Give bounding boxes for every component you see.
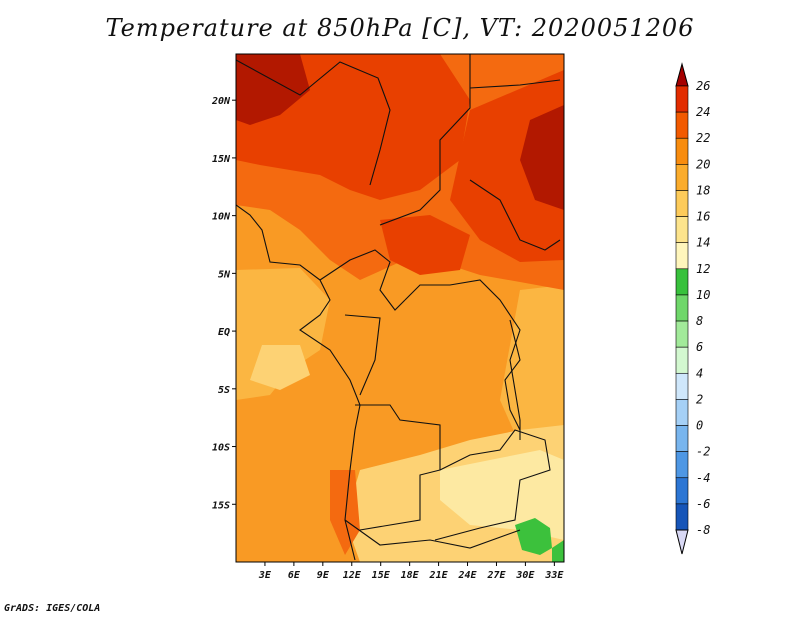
- lon-tick-label: 15E: [372, 570, 391, 581]
- colorbar-swatch: [675, 85, 689, 113]
- field-26c-northwest: [236, 54, 310, 125]
- lon-tick-label: 18E: [401, 570, 420, 581]
- border-central-1: [319, 249, 406, 311]
- lat-tick-label: 10S: [212, 443, 230, 454]
- colorbar-swatch: [675, 190, 689, 217]
- border-east-lakes: [504, 319, 521, 431]
- colorbar-swatch: [675, 242, 689, 270]
- lat-tick-label: 20N: [211, 96, 231, 107]
- colorbar-swatch: [675, 294, 689, 322]
- lat-tick-label: EQ: [218, 327, 230, 338]
- colorbar-swatch: [675, 111, 689, 139]
- latitude-ticks: 20N 15N 10N 5N EQ 5S 10S 15S: [211, 96, 236, 511]
- lon-tick-label: 33E: [544, 570, 564, 581]
- field-24c-central: [380, 215, 470, 275]
- colorbar-swatch: [675, 164, 689, 191]
- colorbar-label: 14: [696, 236, 710, 250]
- country-borders: [236, 54, 561, 561]
- border-east: [469, 179, 561, 251]
- colorbar-swatch: [675, 451, 689, 479]
- lon-tick-label: 24E: [457, 570, 477, 581]
- border-north-2: [379, 54, 471, 226]
- colorbar-swatch: [675, 320, 689, 348]
- field-green-patch-1: [515, 518, 552, 555]
- lon-tick-label: 30E: [515, 570, 535, 581]
- colorbar-bottom-arrow: [675, 529, 689, 555]
- field-14c-south: [440, 450, 564, 540]
- lat-tick-label: 10N: [212, 212, 231, 223]
- colorbar-swatch: [675, 346, 689, 374]
- lon-tick-label: 6E: [288, 570, 301, 581]
- colorbar-label: -4: [696, 471, 710, 485]
- longitude-ticks: 3E 6E 9E 12E 15E 18E 21E 24E 27E 30E 33E: [258, 562, 564, 581]
- grads-credit: GrADS: IGES/COLA: [4, 603, 101, 614]
- colorbar-swatch: [675, 137, 689, 165]
- colorbar-top-arrow: [675, 62, 689, 87]
- lat-tick-label: 15S: [212, 500, 230, 511]
- colorbar-label: 4: [696, 366, 703, 380]
- lon-tick-label: 21E: [429, 570, 449, 581]
- field-green-patch-2: [552, 540, 564, 562]
- lat-tick-label: 15N: [212, 154, 231, 165]
- colorbar-swatch: [675, 503, 689, 531]
- colorbar-label: 12: [696, 262, 710, 276]
- lon-tick-label: 3E: [258, 570, 272, 581]
- border-south: [344, 519, 521, 549]
- field-18c-east: [500, 285, 564, 450]
- lon-tick-label: 12E: [343, 570, 362, 581]
- colorbar-swatch: [675, 372, 689, 400]
- lon-tick-label: 27E: [486, 570, 506, 581]
- lat-tick-label: 5N: [218, 269, 231, 280]
- border-north-1: [236, 59, 391, 186]
- colorbar-label: 18: [696, 183, 710, 197]
- colorbar-swatch: [675, 399, 689, 426]
- colorbar-label: -2: [696, 445, 710, 459]
- map-frame: [235, 53, 565, 563]
- border-northeast: [469, 79, 561, 89]
- colorbar-swatch: [675, 268, 689, 296]
- colorbar-label: 6: [696, 340, 703, 354]
- border-central-2: [404, 279, 521, 440]
- field-26c-east: [520, 105, 564, 210]
- colorbar-label: -8: [696, 523, 710, 537]
- field-22c-south-east-coast: [330, 470, 360, 555]
- colorbar-swatch: [675, 477, 689, 505]
- border-zambia: [434, 429, 551, 541]
- field-16c-west-small: [250, 345, 310, 390]
- temperature-field: [236, 54, 564, 562]
- colorbar-swatch: [675, 425, 689, 452]
- border-angola: [355, 404, 441, 531]
- colorbar-swatch: [675, 216, 689, 244]
- colorbar-label: 0: [696, 419, 703, 433]
- colorbar-label: 10: [696, 288, 710, 302]
- colorbar-label: 8: [696, 314, 703, 328]
- map-title: Temperature at 850hPa [C], VT: 202005120…: [105, 14, 695, 42]
- colorbar-label: 26: [696, 79, 710, 93]
- colorbar-label: 22: [696, 131, 710, 145]
- colorbar-label: 16: [696, 210, 710, 224]
- colorbar-label: -6: [696, 497, 710, 511]
- colorbar-label: 2: [696, 392, 703, 406]
- border-west-coast: [236, 204, 361, 561]
- lon-tick-label: 9E: [317, 570, 330, 581]
- lat-tick-label: 5S: [218, 385, 230, 396]
- border-congo: [344, 314, 381, 396]
- colorbar-label: 24: [696, 105, 710, 119]
- colorbar-label: 20: [696, 157, 710, 171]
